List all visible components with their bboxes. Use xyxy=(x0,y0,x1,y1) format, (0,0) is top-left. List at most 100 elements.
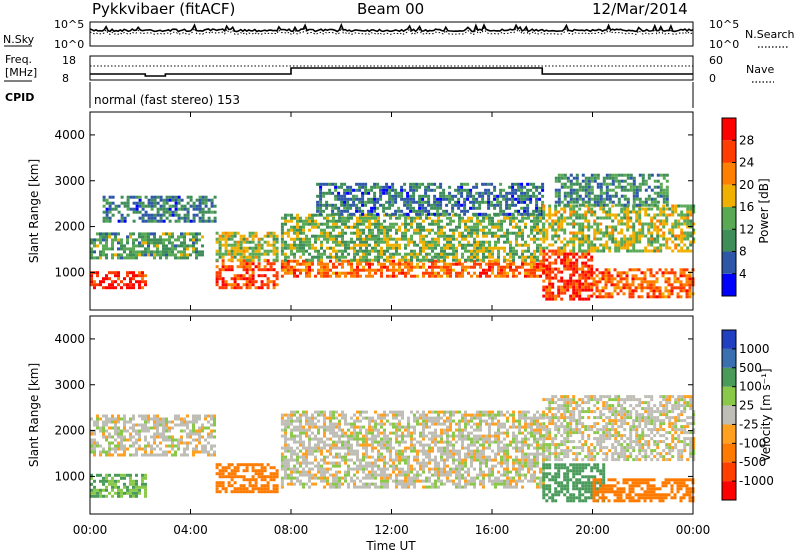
power-cell-9 xyxy=(572,210,576,214)
power-cell-7 xyxy=(460,194,464,198)
power-cell-11 xyxy=(557,203,561,207)
power-cell-9 xyxy=(644,213,648,217)
power-cell-11 xyxy=(599,185,603,189)
power-cell-1 xyxy=(138,232,141,236)
power-cell-3 xyxy=(221,268,225,272)
velocity-cell-3 xyxy=(320,437,323,441)
power-cell-1 xyxy=(108,235,111,239)
power-cell-7 xyxy=(385,188,389,192)
power-cell-11 xyxy=(554,188,558,192)
velocity-cell-3 xyxy=(311,422,314,426)
power-cell-5 xyxy=(509,265,512,269)
noise-tick-right-top: 10^5 xyxy=(709,18,739,31)
power-cell-6 xyxy=(338,219,341,223)
power-cell-3 xyxy=(266,286,270,290)
power-cell-9 xyxy=(653,249,657,253)
power-cell-6 xyxy=(476,231,479,235)
power-cell-6 xyxy=(341,216,344,220)
power-cell-11 xyxy=(644,197,648,201)
power-cell-11 xyxy=(632,194,636,198)
velocity-cell-2 xyxy=(272,478,276,482)
power-cell-5 xyxy=(539,274,542,278)
power-cell-9 xyxy=(608,210,612,214)
velocity-cell-2 xyxy=(230,472,234,476)
power-cell-6 xyxy=(464,246,467,250)
power-cell-1 xyxy=(171,232,174,236)
velocity-cell-1 xyxy=(204,414,207,418)
power-cell-6 xyxy=(280,216,284,220)
power-cell-11 xyxy=(602,179,606,183)
power-cell-6 xyxy=(353,258,356,262)
power-cell-0 xyxy=(99,283,102,287)
power-cell-7 xyxy=(490,182,494,186)
power-cell-1 xyxy=(102,232,105,236)
power-cell-7 xyxy=(433,200,437,204)
power-cell-6 xyxy=(467,225,470,229)
power-cell-8 xyxy=(548,285,552,289)
power-cell-10 xyxy=(631,283,635,287)
velocity-cell-1 xyxy=(153,435,156,439)
power-cell-7 xyxy=(496,194,500,198)
power-cell-10 xyxy=(592,280,596,284)
velocity-cell-2 xyxy=(218,469,222,473)
velocity-cell-3 xyxy=(286,446,290,450)
power-cell-7 xyxy=(331,212,335,216)
power-cell-7 xyxy=(535,206,539,210)
power-cell-6 xyxy=(341,252,344,256)
power-cell-5 xyxy=(449,271,452,275)
velocity-cell-1 xyxy=(138,423,141,427)
power-cell-9 xyxy=(629,249,633,253)
velocity-cell-3 xyxy=(317,419,320,423)
power-cell-7 xyxy=(526,209,530,213)
velocity-cell-3 xyxy=(353,485,356,489)
power-cell-5 xyxy=(431,271,434,275)
power-cell-2 xyxy=(132,219,136,223)
power-cell-7 xyxy=(376,212,380,216)
velocity-cell-0 xyxy=(108,479,111,483)
power-cell-11 xyxy=(560,176,564,180)
power-cell-6 xyxy=(314,255,317,259)
velocity-cell-3 xyxy=(377,473,380,477)
velocity-cell-3 xyxy=(356,437,359,441)
power-cell-11 xyxy=(662,173,666,177)
power-cell-6 xyxy=(356,243,359,247)
power-cell-1 xyxy=(105,238,108,242)
velocity-cell-3 xyxy=(362,416,365,420)
velocity-cell-2 xyxy=(251,475,255,479)
power-cell-6 xyxy=(359,246,362,250)
power-cell-9 xyxy=(578,222,582,226)
power-cell-6 xyxy=(416,258,419,262)
power-cell-9 xyxy=(557,234,561,238)
power-cell-5 xyxy=(353,271,356,275)
power-cell-6 xyxy=(374,240,377,244)
power-cell-1 xyxy=(186,232,189,236)
power-cell-7 xyxy=(508,191,512,195)
velocity-cell-0 xyxy=(99,491,102,495)
power-cell-5 xyxy=(497,268,500,272)
power-cell-1 xyxy=(183,247,186,251)
velocity-cell-3 xyxy=(377,455,380,459)
velocity-cell-3 xyxy=(335,410,338,414)
power-cell-0 xyxy=(105,286,108,290)
velocity-cell-1 xyxy=(159,417,162,421)
velocity-cell-3 xyxy=(359,464,362,468)
velocity-cell-3 xyxy=(302,455,305,459)
power-cell-5 xyxy=(461,268,464,272)
power-cell-11 xyxy=(650,200,654,204)
power-cell-7 xyxy=(403,200,407,204)
power-cell-4 xyxy=(275,258,279,262)
power-cell-1 xyxy=(195,232,198,236)
power-cell-8 xyxy=(551,261,555,265)
power-cell-5 xyxy=(449,268,452,272)
power-cell-11 xyxy=(599,203,603,207)
power-cell-8 xyxy=(587,249,591,253)
velocity-cell-3 xyxy=(280,452,284,456)
velocity-cell-1 xyxy=(99,453,102,457)
power-cell-9 xyxy=(599,231,603,235)
power-cell-11 xyxy=(656,194,660,198)
power-cell-9 xyxy=(569,237,573,241)
velocity-cell-3 xyxy=(374,476,377,480)
velocity-cell-3 xyxy=(377,467,380,471)
power-cell-11 xyxy=(647,185,651,189)
power-cell-6 xyxy=(350,246,353,250)
